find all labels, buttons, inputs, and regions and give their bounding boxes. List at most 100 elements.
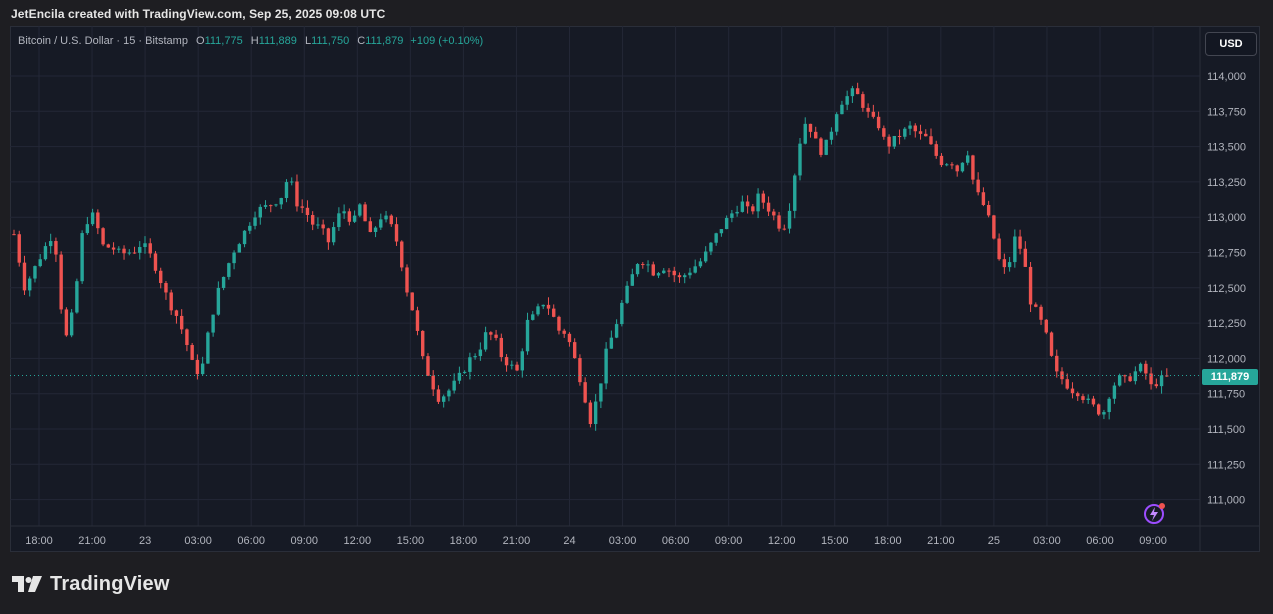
candle-body — [1112, 385, 1117, 399]
candle — [777, 211, 781, 232]
candle-body — [751, 206, 755, 212]
candle — [331, 221, 336, 246]
candle-body — [630, 274, 635, 286]
candle — [1144, 360, 1148, 380]
magic-reset-icon[interactable] — [1141, 502, 1167, 526]
candle-body — [504, 357, 509, 366]
brand-logo: TradingView — [12, 573, 170, 596]
candle — [1034, 302, 1038, 308]
candle-body — [662, 270, 666, 274]
candle-body — [1159, 375, 1164, 387]
candle-body — [557, 316, 561, 331]
price-axis: 114,000 113,750 113,500 113,250 113,000 112,7… — [1207, 71, 1246, 507]
high-key: H — [250, 35, 259, 47]
time-tick-label: 21:00 — [503, 535, 531, 547]
candle-body — [913, 125, 917, 132]
time-tick-label: 03:00 — [1033, 535, 1061, 547]
candle — [227, 262, 231, 280]
candle-body — [64, 309, 69, 336]
candle — [237, 242, 242, 253]
candle-body — [787, 210, 792, 229]
candle — [866, 103, 870, 118]
candle-body — [263, 205, 268, 207]
candle-body — [908, 125, 912, 129]
candle-body — [274, 204, 278, 206]
candle — [803, 117, 807, 145]
candle-body — [766, 202, 771, 212]
candle — [106, 243, 111, 248]
candle-body — [1133, 371, 1138, 382]
candle-body — [520, 351, 524, 371]
candle — [310, 211, 315, 231]
candle-body — [939, 155, 944, 166]
time-tick-label: 06:00 — [1086, 535, 1114, 547]
candle-body — [342, 211, 346, 214]
candle-body — [683, 275, 687, 278]
candle — [1133, 366, 1138, 385]
candle-body — [614, 324, 619, 338]
candle — [908, 121, 912, 136]
symbol-description: Bitcoin / U.S. Dollar · 15 · Bitstamp — [18, 35, 188, 47]
candle — [143, 236, 147, 254]
candle-body — [258, 206, 262, 218]
candle-body — [562, 330, 566, 334]
candle — [552, 304, 556, 318]
candlestick-chart[interactable]: 114,000 113,750 113,500 113,250 113,000 112,7… — [10, 26, 1260, 552]
close-value: 111,879 — [365, 35, 404, 47]
candle — [819, 137, 823, 158]
candle-body — [1070, 388, 1075, 394]
candle — [54, 237, 58, 262]
candle — [321, 219, 325, 235]
candle — [546, 297, 551, 315]
candle-body — [190, 345, 194, 360]
candle — [971, 154, 975, 185]
currency-button[interactable]: USD — [1205, 32, 1257, 56]
time-tick-label: 21:00 — [78, 535, 106, 547]
candle — [578, 354, 582, 386]
candle-body — [672, 270, 676, 276]
candle — [897, 129, 902, 145]
candle-body — [819, 138, 823, 155]
candle — [918, 124, 923, 140]
price-tick-label: 111,000 — [1207, 495, 1245, 507]
candle — [17, 230, 21, 267]
candle — [148, 238, 152, 258]
candle — [1076, 391, 1080, 401]
candle-body — [719, 229, 724, 234]
candle — [394, 217, 399, 246]
candle — [400, 240, 404, 272]
candle-body — [221, 276, 226, 288]
candle — [1096, 403, 1101, 416]
candle — [101, 227, 105, 247]
candle-body — [101, 228, 105, 245]
candle — [892, 135, 897, 149]
candle-body — [698, 261, 703, 267]
candle-body — [730, 213, 734, 218]
candle-body — [876, 116, 881, 129]
candle-body — [17, 234, 21, 263]
candle — [59, 251, 63, 314]
candle — [384, 210, 388, 223]
candle — [740, 195, 745, 213]
candle — [1091, 395, 1096, 407]
candle — [153, 250, 158, 274]
candle — [1117, 373, 1122, 387]
candle-body — [934, 144, 938, 156]
candle-body — [620, 302, 624, 325]
candle-body — [379, 219, 383, 228]
time-tick-label: 12:00 — [768, 535, 796, 547]
candle-body — [331, 227, 336, 243]
candle — [373, 226, 378, 238]
candle-body — [1034, 304, 1038, 307]
candle — [766, 196, 771, 217]
candle-body — [541, 304, 545, 307]
candle-body — [651, 264, 655, 276]
candle — [85, 216, 90, 235]
candle-body — [1081, 396, 1085, 400]
candle-body — [138, 247, 142, 253]
candle-body — [604, 348, 608, 384]
candle-body — [143, 243, 147, 248]
candle — [724, 215, 729, 230]
candle-body — [1044, 319, 1048, 333]
candle-body — [295, 181, 299, 207]
